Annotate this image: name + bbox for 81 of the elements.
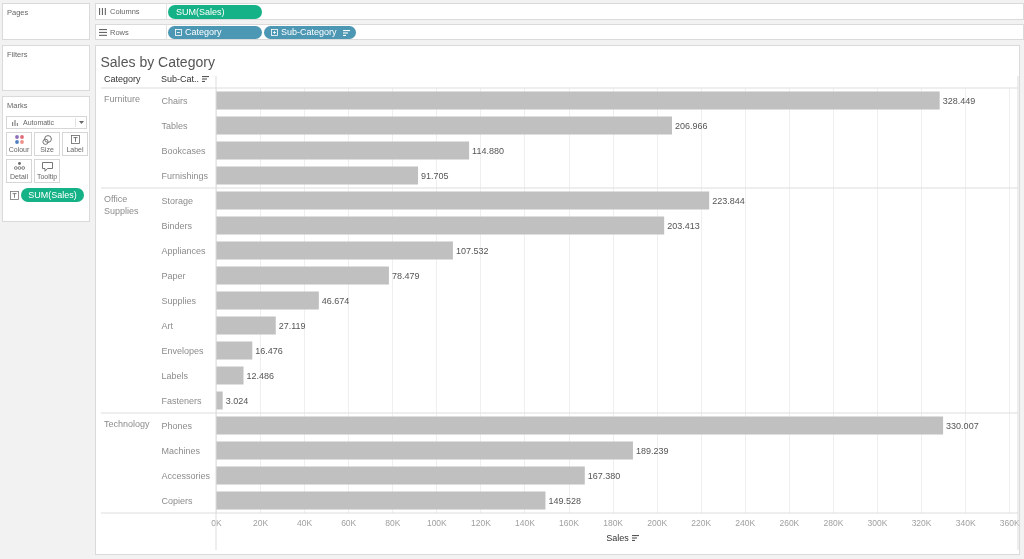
y-tick-label: Accessories (161, 470, 211, 481)
bar (216, 116, 673, 135)
y-tick-label: Labels (161, 370, 189, 381)
data-label: 46.674 (321, 295, 350, 306)
data-label: 206.966 (675, 120, 708, 131)
y-tick-label: Art (161, 320, 174, 331)
chart-title: Sales by Category (100, 54, 215, 70)
bar (216, 416, 944, 435)
data-label: 330.007 (946, 420, 979, 431)
x-tick-label: 140K (515, 517, 536, 528)
x-tick-label: 180K (603, 517, 624, 528)
data-label: 3.024 (225, 395, 249, 406)
data-label: 149.528 (548, 495, 581, 506)
x-tick-label: 360K (999, 517, 1020, 528)
bar (216, 266, 389, 285)
bar (216, 166, 419, 185)
x-tick-label: 300K (867, 517, 888, 528)
y-tick-label: Copiers (161, 495, 194, 506)
bar (216, 191, 710, 210)
x-tick-label: 20K (253, 517, 269, 528)
y-tick-label: Phones (161, 420, 193, 431)
x-tick-label: 340K (955, 517, 976, 528)
x-tick-label: 0K (211, 517, 223, 528)
x-tick-label: 120K (470, 517, 492, 528)
y-axis-title: Technology (104, 418, 151, 429)
pill: Sub-Category (264, 26, 356, 39)
bar (216, 316, 276, 335)
bar (216, 216, 665, 235)
bar (216, 491, 546, 510)
x-tick-label: 240K (735, 517, 756, 528)
y-tick-label: Fasteners (161, 395, 203, 406)
pill: SUM(Sales) (21, 188, 84, 202)
y-tick-label: Paper (161, 270, 186, 281)
y-axis-title: Office Supplies (104, 193, 140, 216)
data-label: 91.705 (421, 170, 449, 181)
bar (216, 441, 633, 460)
y-tick-label: Envelopes (161, 345, 205, 356)
bar (216, 341, 253, 360)
y-tick-label: Appliances (161, 245, 207, 256)
text: Category (104, 74, 142, 84)
x-tick-label: 160K (559, 517, 580, 528)
data-label: 16.476 (255, 345, 283, 356)
data-label: 223.844 (712, 195, 745, 206)
y-tick-label: Furnishings (161, 170, 209, 181)
y-tick-label: Tables (161, 120, 189, 131)
x-tick-label: 100K (426, 517, 448, 528)
y-tick-label: Storage (161, 195, 194, 206)
text: Sub-Cat.. (161, 74, 200, 84)
bar (216, 141, 470, 160)
y-tick-label: Supplies (161, 295, 197, 306)
data-label: 167.380 (587, 470, 621, 481)
data-label: 12.486 (246, 370, 275, 381)
x-tick-label: 200K (647, 517, 668, 528)
y-axis-title: Furniture (104, 93, 141, 104)
bar (216, 241, 453, 260)
bar (216, 391, 223, 410)
data-label: 203.413 (667, 220, 700, 231)
x-tick-label: 40K (297, 517, 313, 528)
data-label: 114.880 (472, 145, 504, 156)
data-label: 78.479 (391, 270, 420, 281)
y-tick-label: Bookcases (161, 145, 207, 156)
bar (216, 366, 244, 385)
data-label: 328.449 (942, 95, 976, 106)
data-label: 107.532 (455, 245, 489, 256)
data-label: 27.119 (278, 320, 306, 331)
data-label: 189.239 (635, 445, 669, 456)
y-tick-label: Machines (161, 445, 201, 456)
y-tick-label: Chairs (161, 95, 189, 106)
x-tick-label: 280K (823, 517, 844, 528)
x-tick-label: 80K (385, 517, 401, 528)
pill: Category (168, 26, 262, 39)
x-tick-label: 260K (779, 517, 800, 528)
pill: SUM(Sales) (168, 5, 262, 19)
bar (216, 91, 940, 110)
x-tick-label: 60K (341, 517, 357, 528)
bar (216, 291, 319, 310)
bar (216, 466, 585, 485)
x-axis-title: Sales (606, 533, 630, 543)
x-tick-label: 220K (691, 517, 712, 528)
y-tick-label: Binders (161, 220, 193, 231)
x-tick-label: 320K (911, 517, 932, 528)
